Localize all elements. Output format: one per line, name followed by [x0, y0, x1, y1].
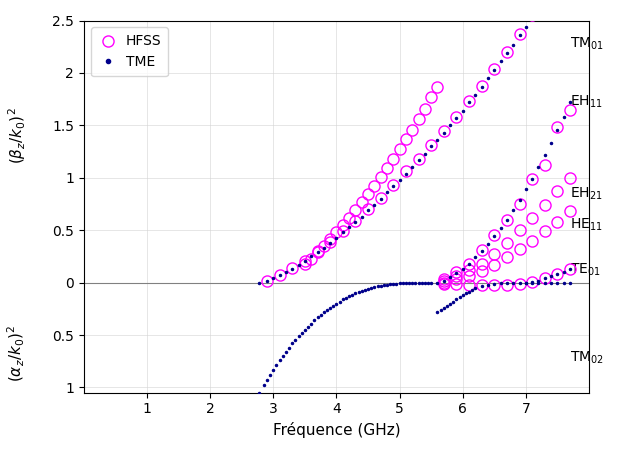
- TME: [541, 0, 549, 2]
- Text: $(\alpha_z/k_0)^2$: $(\alpha_z/k_0)^2$: [6, 325, 27, 382]
- HFSS: [427, 143, 435, 148]
- Legend: HFSS, TME: HFSS, TME: [91, 28, 168, 76]
- TME: [535, 6, 542, 12]
- TME: [345, 224, 353, 230]
- TME: [409, 164, 416, 170]
- TME: [396, 177, 404, 183]
- HFSS: [516, 31, 523, 37]
- TME: [295, 262, 303, 268]
- TME: [389, 183, 397, 189]
- HFSS: [440, 128, 448, 133]
- TME: [453, 116, 460, 121]
- HFSS: [288, 265, 296, 270]
- TME: [472, 92, 479, 98]
- TME: [528, 16, 536, 21]
- TME: [288, 266, 296, 272]
- TME: [484, 76, 492, 81]
- TME: [434, 137, 441, 143]
- TME: [516, 33, 523, 38]
- HFSS: [377, 195, 384, 200]
- HFSS: [478, 83, 485, 88]
- TME: [522, 24, 529, 29]
- TME: [326, 240, 334, 246]
- TME: [503, 50, 511, 56]
- HFSS: [466, 98, 473, 104]
- TME: [440, 130, 448, 135]
- Line: HFSS: HFSS: [262, 0, 575, 286]
- TME: [339, 230, 347, 235]
- TME: [320, 246, 327, 251]
- TME: [459, 108, 466, 113]
- HFSS: [352, 218, 359, 223]
- HFSS: [264, 278, 271, 283]
- HFSS: [490, 66, 498, 72]
- TME: [276, 273, 283, 278]
- TME: [333, 235, 340, 240]
- HFSS: [389, 183, 397, 188]
- TME: [270, 276, 277, 281]
- TME: [421, 151, 428, 156]
- HFSS: [276, 273, 283, 278]
- HFSS: [415, 156, 422, 162]
- TME: [255, 280, 263, 285]
- Text: TE$_{01}$: TE$_{01}$: [570, 262, 601, 278]
- HFSS: [365, 207, 372, 212]
- TME: [308, 254, 315, 259]
- TME: [383, 190, 391, 195]
- TME: [427, 144, 435, 149]
- HFSS: [528, 13, 536, 18]
- HFSS: [453, 114, 460, 120]
- TME: [478, 84, 485, 89]
- TME: [314, 250, 321, 255]
- TME: [490, 67, 498, 72]
- TME: [301, 258, 309, 263]
- TME: [415, 157, 422, 163]
- TME: [264, 278, 271, 283]
- HFSS: [326, 239, 334, 245]
- Text: HE$_{11}$: HE$_{11}$: [570, 217, 603, 233]
- TME: [365, 207, 372, 213]
- TME: [377, 196, 384, 202]
- HFSS: [402, 169, 410, 174]
- X-axis label: Fréquence (GHz): Fréquence (GHz): [273, 422, 401, 438]
- TME: [466, 100, 473, 105]
- TME: [282, 270, 290, 275]
- TME: [402, 171, 410, 176]
- HFSS: [503, 49, 511, 55]
- HFSS: [301, 258, 309, 263]
- Text: EH$_{21}$: EH$_{21}$: [570, 185, 603, 202]
- Text: $(\beta_z/k_0)^2$: $(\beta_z/k_0)^2$: [6, 107, 28, 164]
- TME: [358, 214, 365, 219]
- TME: [510, 42, 517, 47]
- TME: [371, 202, 378, 208]
- Text: TM$_{02}$: TM$_{02}$: [570, 350, 604, 366]
- TME: [352, 219, 359, 225]
- TME: [497, 59, 504, 64]
- HFSS: [314, 248, 321, 254]
- HFSS: [339, 228, 347, 234]
- Text: EH$_{11}$: EH$_{11}$: [570, 94, 603, 111]
- TME: [446, 123, 454, 128]
- Text: TM$_{01}$: TM$_{01}$: [570, 35, 604, 52]
- Line: TME: TME: [257, 0, 572, 285]
